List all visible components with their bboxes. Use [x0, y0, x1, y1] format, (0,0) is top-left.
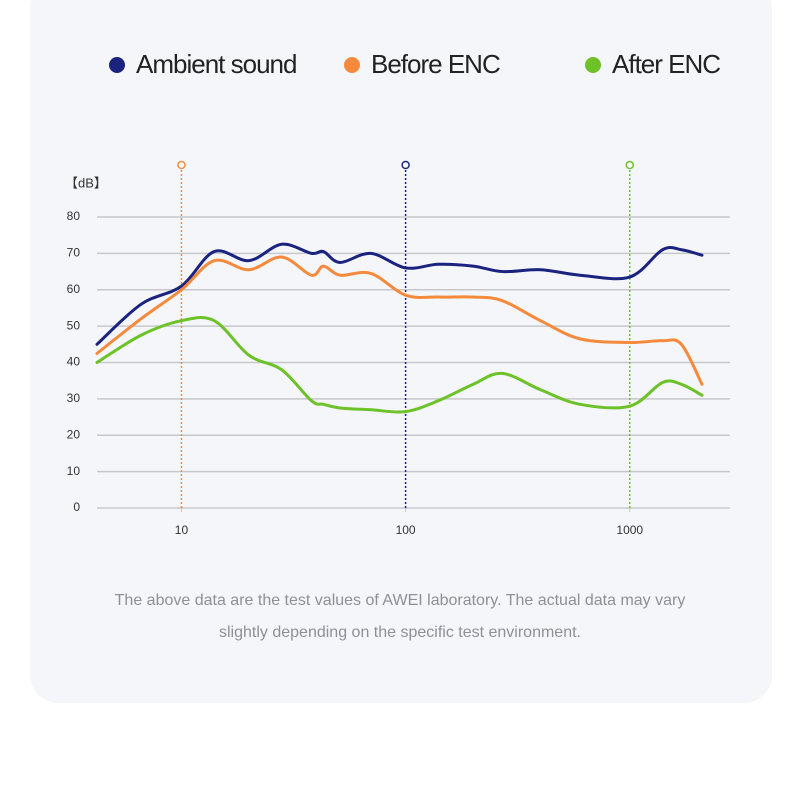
y-tick-label: 10 [67, 464, 81, 478]
note-box: The above data are the test values of AW… [114, 592, 686, 641]
x-tick-label: 1000 [616, 523, 643, 537]
y-tick-label: 0 [73, 500, 80, 514]
y-tick-label: 60 [67, 282, 81, 296]
legend-marker [109, 57, 125, 73]
series-line [95, 315, 704, 414]
legend-marker [585, 57, 601, 73]
y-tick-label: 50 [67, 318, 81, 332]
series-line [95, 242, 704, 346]
legend-label: Ambient sound [136, 49, 296, 79]
note: The above data are the test values of AW… [114, 592, 686, 641]
y-tick-label: 70 [67, 246, 81, 260]
legend-label: After ENC [612, 49, 720, 79]
reference-marker [177, 160, 186, 170]
card [30, 0, 772, 703]
y-tick-label: 80 [67, 209, 81, 223]
y-axis-label: 【dB】 [65, 175, 107, 190]
reference-marker [401, 160, 410, 170]
y-tick-label: 30 [67, 391, 81, 405]
y-tick-label: 20 [67, 427, 81, 441]
x-tick-label: 10 [175, 523, 189, 537]
legend-marker [344, 57, 360, 73]
reference-marker [625, 160, 635, 170]
x-tick-label: 100 [396, 523, 416, 537]
series-line [95, 255, 704, 386]
y-tick-label: 40 [67, 355, 81, 369]
legend-label: Before ENC [371, 49, 500, 79]
